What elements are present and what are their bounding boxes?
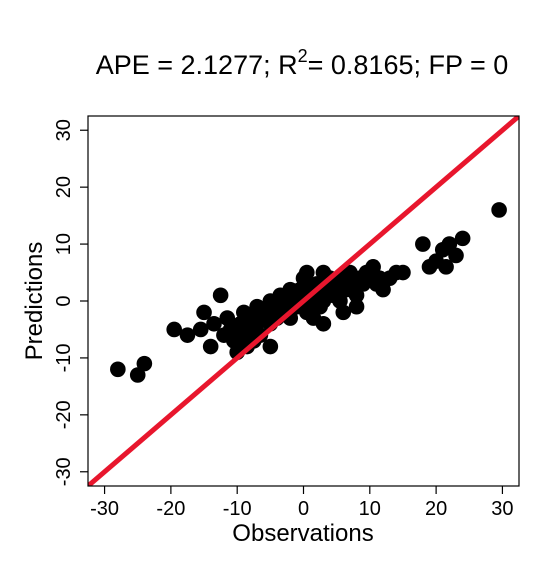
data-point-82 bbox=[282, 281, 299, 298]
x-tick-label-2: -10 bbox=[223, 498, 252, 520]
x-tick-label-1: -20 bbox=[156, 498, 185, 520]
data-point-75 bbox=[441, 236, 458, 252]
data-point-84 bbox=[348, 298, 365, 315]
y-axis: -30 -20 -10 0 10 20 30 bbox=[53, 119, 88, 486]
y-tick-label-1: -20 bbox=[53, 400, 75, 429]
plot-clip-group bbox=[88, 116, 519, 486]
data-points bbox=[110, 202, 507, 383]
data-point-6 bbox=[196, 304, 212, 321]
data-point-9 bbox=[212, 287, 229, 304]
data-point-0 bbox=[110, 361, 126, 378]
data-point-85 bbox=[299, 304, 315, 321]
data-point-2 bbox=[136, 355, 153, 372]
y-tick-label-2: -10 bbox=[53, 343, 75, 372]
data-point-78 bbox=[491, 202, 507, 218]
x-tick-label-3: 0 bbox=[298, 498, 309, 520]
data-point-4 bbox=[179, 327, 196, 343]
x-axis: -30 -20 -10 0 10 20 30 bbox=[90, 486, 514, 520]
data-point-69 bbox=[395, 264, 411, 281]
data-point-7 bbox=[202, 338, 219, 355]
data-point-76 bbox=[448, 247, 464, 264]
data-point-74 bbox=[438, 259, 454, 275]
x-tick-label-5: 20 bbox=[425, 498, 447, 520]
identity-reference-line bbox=[88, 116, 519, 486]
data-point-81 bbox=[315, 315, 332, 332]
x-tick-label-0: -30 bbox=[90, 498, 119, 520]
x-tick-label-4: 10 bbox=[359, 498, 381, 520]
chart-title-main: APE = 2.1277; R bbox=[96, 50, 298, 80]
y-tick-label-4: 10 bbox=[53, 233, 75, 255]
data-point-83 bbox=[328, 287, 345, 304]
data-point-77 bbox=[454, 230, 471, 247]
data-point-5 bbox=[192, 321, 209, 338]
y-tick-label-6: 30 bbox=[53, 119, 75, 141]
data-point-1 bbox=[129, 367, 146, 383]
data-point-70 bbox=[415, 236, 431, 252]
data-point-3 bbox=[166, 321, 182, 338]
chart-title: APE = 2.1277; R2= 0.8165; FP = 0 bbox=[96, 46, 509, 80]
y-tick-label-0: -30 bbox=[53, 457, 75, 486]
plot-area bbox=[88, 116, 519, 486]
y-axis-title: Predictions bbox=[21, 242, 48, 361]
data-point-80 bbox=[335, 304, 352, 321]
data-point-40 bbox=[299, 264, 315, 281]
data-point-8 bbox=[206, 315, 222, 332]
y-tick-label-3: 0 bbox=[53, 295, 75, 306]
data-point-79 bbox=[262, 338, 279, 355]
data-point-58 bbox=[348, 287, 365, 304]
chart-title-remainder: = 0.8165; FP = 0 bbox=[308, 50, 509, 80]
chart-title-superscript: 2 bbox=[298, 46, 308, 66]
x-tick-label-6: 30 bbox=[491, 498, 513, 520]
x-axis-title: Observations bbox=[232, 520, 373, 547]
data-point-63 bbox=[365, 259, 381, 275]
y-tick-label-5: 20 bbox=[53, 176, 75, 198]
data-point-66 bbox=[375, 281, 391, 298]
